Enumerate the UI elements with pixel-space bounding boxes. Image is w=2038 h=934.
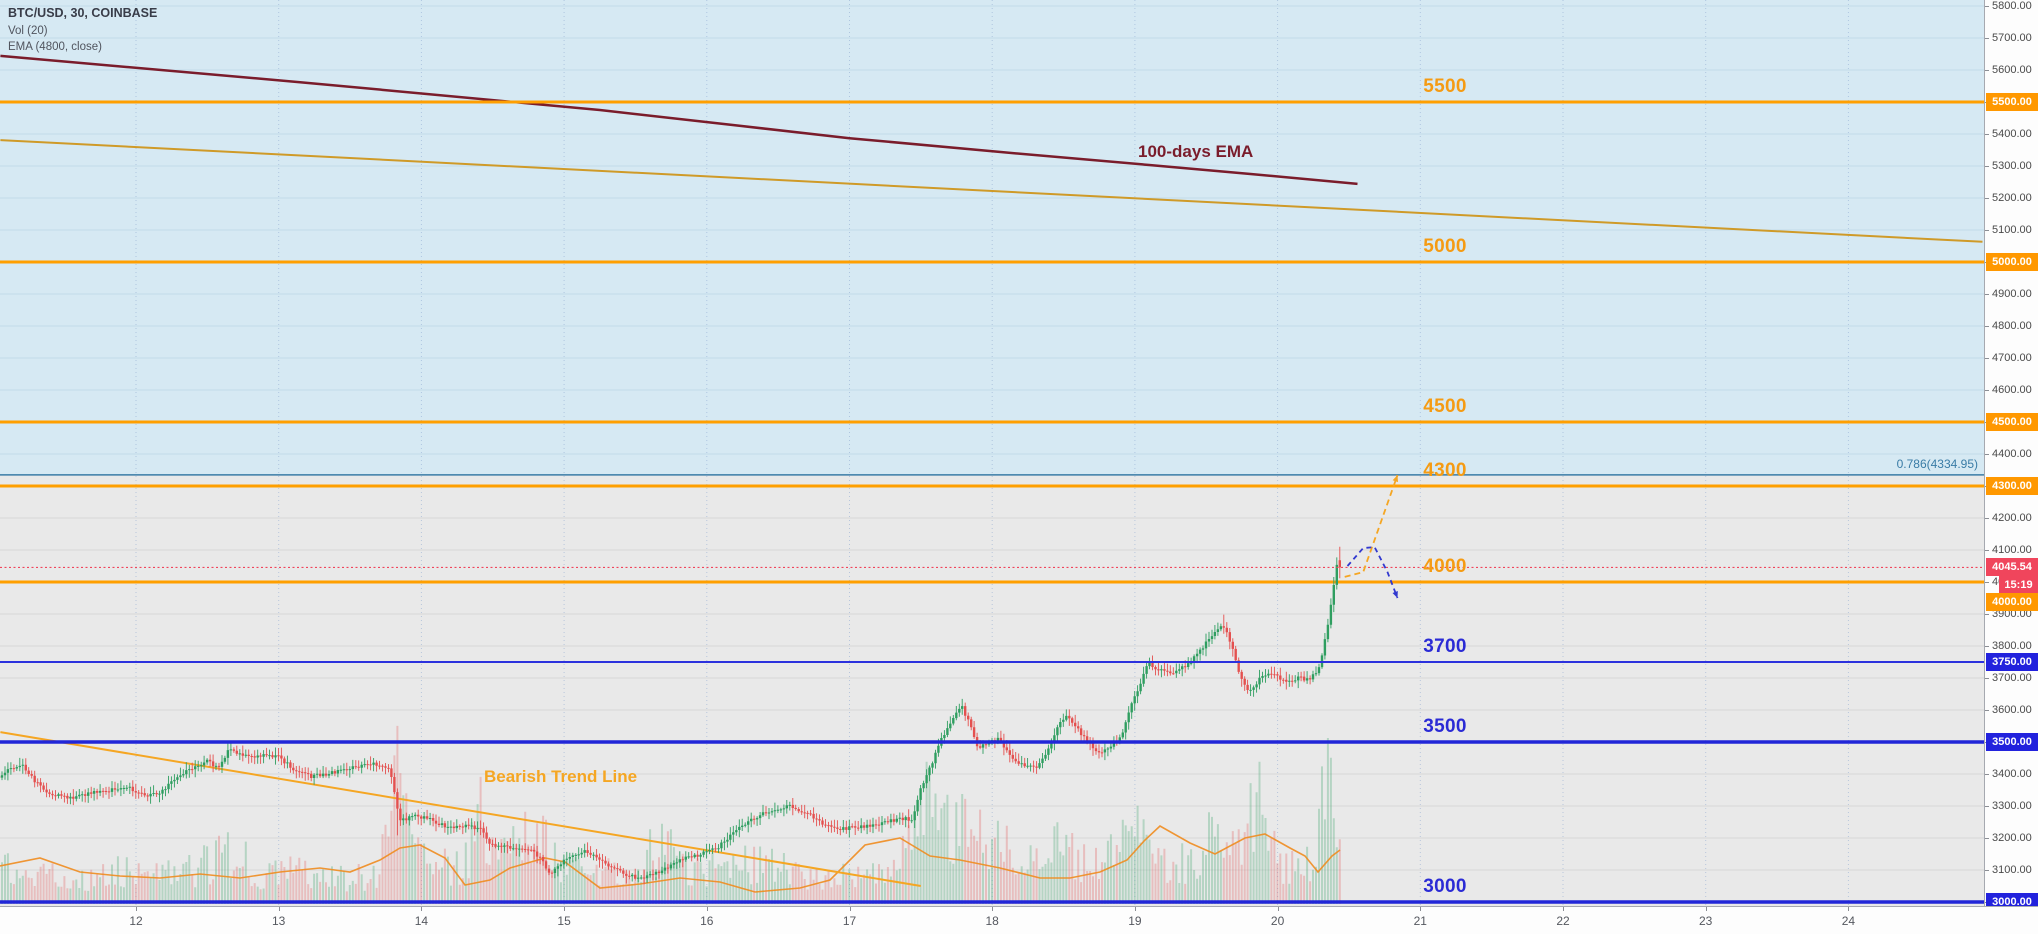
price-tick: 4900.00 (1985, 287, 2038, 301)
price-tick: 5400.00 (1985, 127, 2038, 141)
chart-background (0, 475, 1984, 906)
price-badge-3750.00: 3750.00 (1986, 653, 2038, 671)
projection-arrowhead (1392, 591, 1398, 598)
price-tick: 3100.00 (1985, 863, 2038, 877)
price-tick: 5200.00 (1985, 191, 2038, 205)
level-label-3000: 3000 (1423, 876, 1467, 897)
price-tick: 5600.00 (1985, 63, 2038, 77)
pullback-projection-arrow[interactable] (1346, 546, 1399, 599)
symbol-title[interactable]: BTC/USD, 30, COINBASE (8, 6, 158, 20)
chart-pane[interactable]: BTC/USD, 30, COINBASE Vol (20) EMA (4800… (0, 0, 1984, 906)
candle-bodies-down (0, 560, 1341, 879)
level-label-4000: 4000 (1423, 556, 1467, 577)
price-badge-3500.00: 3500.00 (1986, 733, 2038, 751)
trendline-annotation-label[interactable]: Bearish Trend Line (484, 767, 638, 786)
level-label-3700: 3700 (1423, 636, 1467, 657)
countdown-badge: 15:19 (1999, 576, 2038, 594)
price-tick: 3300.00 (1985, 799, 2038, 813)
price-tick: 5100.00 (1985, 223, 2038, 237)
price-chart-canvas[interactable] (0, 0, 1984, 906)
price-tick: 4100.00 (1985, 543, 2038, 557)
price-badge-4000.00: 4000.00 (1986, 593, 2038, 611)
level-label-5500: 5500 (1423, 76, 1467, 97)
fib-level-label: 0.786(4334.95) (1896, 456, 1978, 471)
price-badge-5000.00: 5000.00 (1986, 253, 2038, 271)
price-badge-4045.54: 4045.54 (1986, 558, 2038, 576)
price-tick: 4700.00 (1985, 351, 2038, 365)
price-tick: 4400.00 (1985, 447, 2038, 461)
price-tick: 3700.00 (1985, 671, 2038, 685)
price-tick: 3900.00 (1985, 607, 2038, 621)
level-label-4500: 4500 (1423, 396, 1467, 417)
level-label-3500: 3500 (1423, 716, 1467, 737)
price-tick: 4600.00 (1985, 383, 2038, 397)
price-tick: 4200.00 (1985, 511, 2038, 525)
level-label-5000: 5000 (1423, 236, 1467, 257)
time-axis[interactable]: 12 13 14 15 16 17 18 19 20 21 22 23 24 (0, 906, 2038, 934)
projection-arrowhead (1392, 475, 1399, 483)
ema-100d-line[interactable] (0, 54, 1358, 186)
price-badge-4300.00: 4300.00 (1986, 477, 2038, 495)
price-axis[interactable]: 5800.00 5700.00 5600.00 5500.00 5400.00 5300.… (1984, 0, 2038, 911)
indicator-ema-label[interactable]: EMA (4800, close) (8, 41, 102, 53)
price-tick: 3200.00 (1985, 831, 2038, 845)
price-tick: 3600.00 (1985, 703, 2038, 717)
price-tick: 5700.00 (1985, 31, 2038, 45)
fib-shaded-background (0, 0, 1984, 475)
price-badge-5500.00: 5500.00 (1986, 93, 2038, 111)
price-tick: 4800.00 (1985, 319, 2038, 333)
price-tick: 3400.00 (1985, 767, 2038, 781)
bearish-trendline[interactable] (0, 731, 921, 887)
volume-ma-line[interactable] (0, 825, 1341, 893)
level-label-4300: 4300 (1423, 460, 1467, 481)
chart-legend: BTC/USD, 30, COINBASE Vol (20) EMA (4800… (8, 6, 157, 54)
price-badge-4500.00: 4500.00 (1986, 413, 2038, 431)
ema-annotation-label[interactable]: 100-days EMA (1138, 142, 1254, 161)
price-tick: 3800.00 (1985, 639, 2038, 653)
indicator-volume-label[interactable]: Vol (20) (8, 24, 48, 37)
upper-descending-trendline[interactable] (0, 139, 1983, 243)
price-tick: 5300.00 (1985, 159, 2038, 173)
price-tick: 5800.00 (1985, 0, 2038, 13)
